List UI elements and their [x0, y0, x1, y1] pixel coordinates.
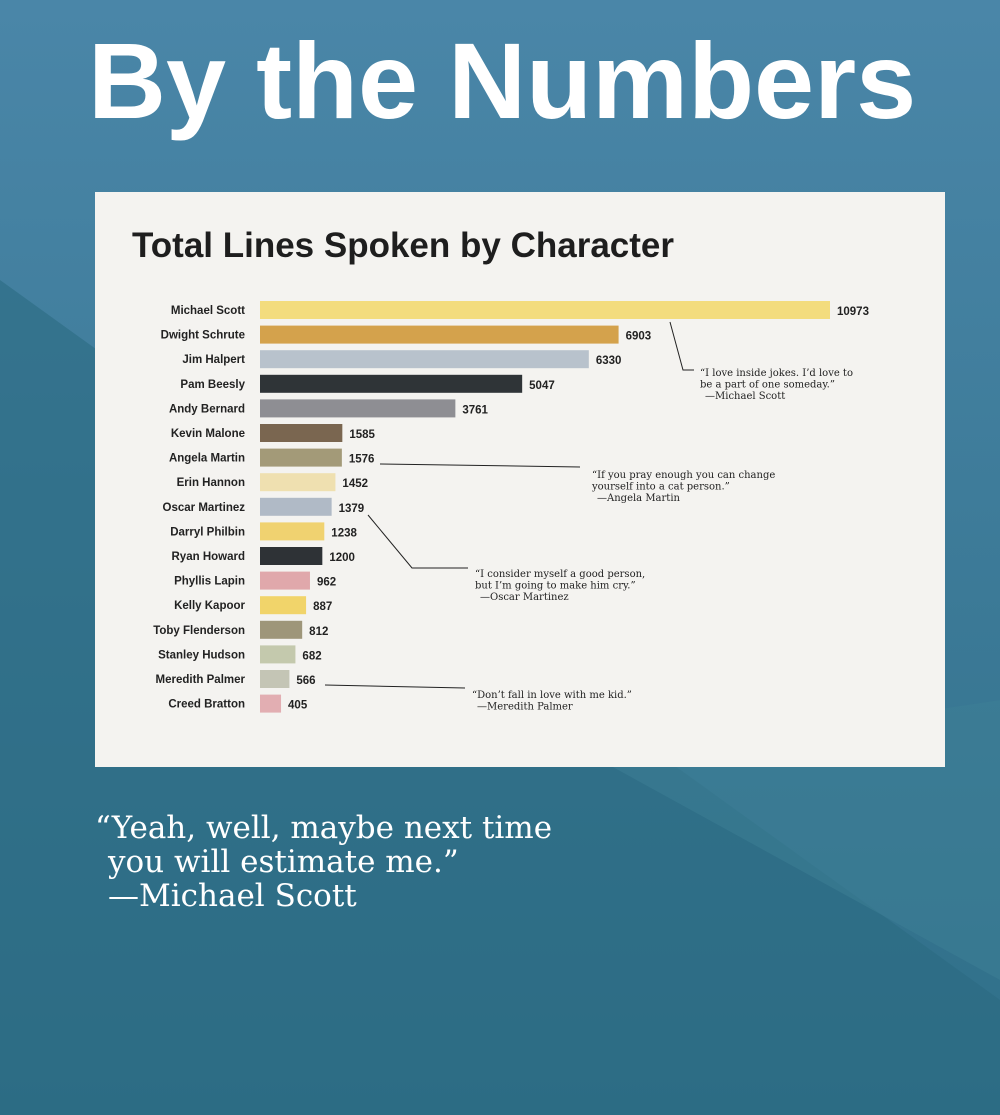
category-label: Erin Hannon [177, 477, 245, 489]
category-label: Dwight Schrute [161, 330, 245, 342]
annotation-line [669, 321, 694, 371]
value-label: 682 [302, 650, 321, 662]
bar [260, 448, 342, 467]
category-label: Jim Halpert [182, 354, 245, 366]
category-label: Darryl Philbin [170, 526, 245, 538]
annotation-text: —Michael Scott [705, 391, 785, 402]
bar [260, 596, 307, 615]
annotation-line [324, 684, 466, 689]
page-title: By the Numbers [88, 20, 916, 141]
value-label: 1585 [349, 429, 375, 441]
bar [260, 424, 343, 442]
value-label: 1452 [342, 478, 368, 490]
bar [260, 645, 296, 664]
bar [260, 473, 336, 492]
value-label: 405 [288, 700, 308, 712]
annotation-text: “I love inside jokes. I’d love to [700, 368, 853, 379]
background-shape [600, 700, 1000, 980]
category-label: Kelly Kapoor [174, 600, 245, 612]
annotation-text: “Don’t fall in love with me kid.” [472, 690, 632, 701]
value-label: 812 [309, 626, 328, 638]
chart-panel [95, 192, 945, 767]
bar [260, 522, 325, 541]
value-label: 10973 [837, 306, 869, 318]
bar [260, 374, 523, 393]
category-label: Angela Martin [169, 453, 245, 465]
bar [260, 547, 323, 565]
category-label: Phyllis Lapin [174, 576, 245, 588]
quote-line: —Michael Scott [108, 878, 357, 914]
annotation-text: but I’m going to make him cry.” [475, 581, 636, 592]
bar [260, 497, 332, 516]
bar [260, 350, 589, 369]
category-label: Meredith Palmer [156, 674, 246, 686]
category-label: Oscar Martinez [163, 502, 246, 514]
bar [260, 670, 290, 688]
quote-line: “Yeah, well, maybe next time [95, 810, 552, 846]
annotation-text: —Angela Martin [597, 493, 681, 504]
annotation-text: —Meredith Palmer [477, 702, 573, 713]
bar [260, 620, 303, 639]
value-label: 1576 [349, 454, 375, 466]
annotation-text: —Oscar Martinez [480, 592, 569, 603]
bar [260, 325, 619, 344]
value-label: 566 [296, 675, 315, 687]
value-label: 5047 [529, 380, 555, 392]
annotation-line [367, 514, 468, 569]
chart: Michael Scott 10973 Dwight Schrute 6903 Jim … [153, 301, 869, 713]
category-label: Michael Scott [171, 305, 245, 317]
value-label: 6903 [626, 331, 652, 343]
value-label: 6330 [596, 355, 622, 367]
category-label: Ryan Howard [172, 551, 246, 563]
category-label: Creed Bratton [168, 699, 245, 711]
annotation-line [379, 463, 581, 468]
value-label: 1238 [331, 527, 357, 539]
bar [260, 571, 310, 590]
bar [260, 694, 282, 713]
bar [260, 399, 456, 418]
value-label: 887 [313, 601, 332, 613]
value-label: 3761 [462, 404, 488, 416]
value-label: 1200 [329, 552, 355, 564]
annotation-text: “I consider myself a good person, [475, 569, 645, 580]
bar [260, 301, 830, 319]
annotation-text: be a part of one someday.” [700, 380, 835, 391]
category-label: Andy Bernard [169, 403, 245, 415]
category-label: Pam Beesly [180, 379, 245, 391]
value-label: 1379 [339, 503, 365, 515]
category-label: Toby Flenderson [153, 625, 245, 637]
annotation-text: yourself into a cat person.” [591, 482, 730, 493]
category-label: Stanley Hudson [158, 649, 245, 661]
value-label: 962 [317, 577, 336, 589]
category-label: Kevin Malone [171, 428, 245, 440]
quote-line: you will estimate me.” [107, 844, 459, 880]
chart-title: Total Lines Spoken by Character [132, 226, 674, 265]
annotation-text: “If you pray enough you can change [592, 470, 775, 481]
